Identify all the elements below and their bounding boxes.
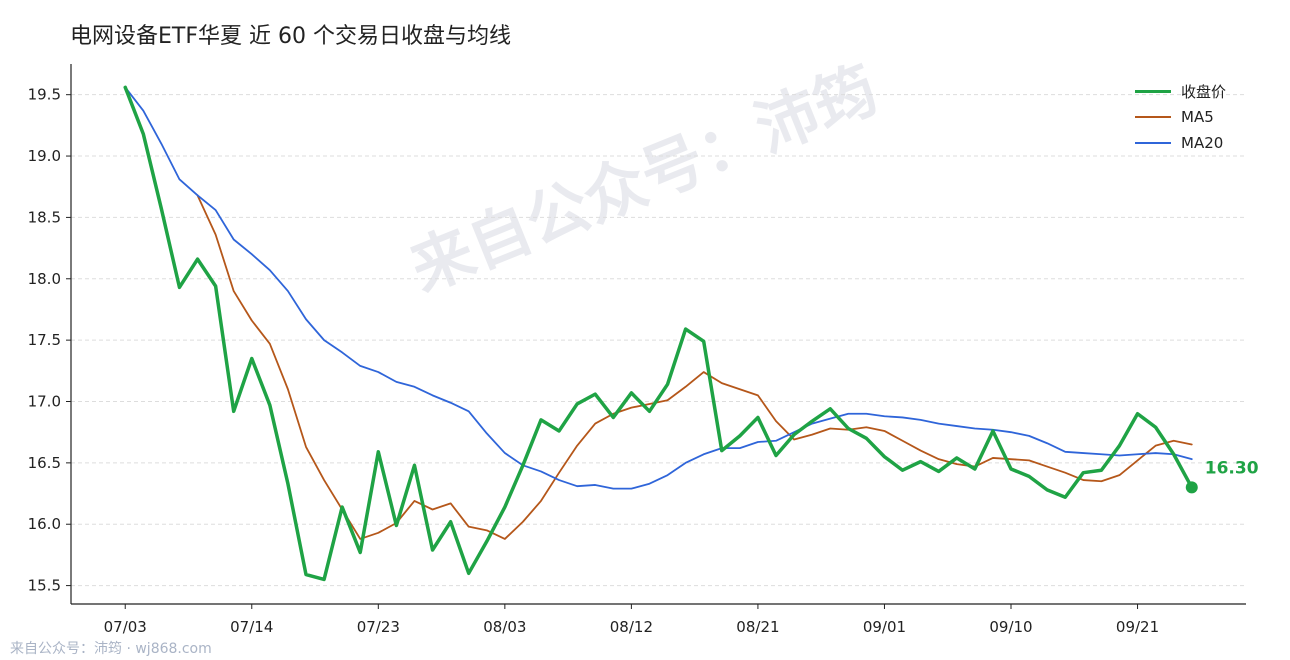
footer-credit: 来自公众号：沛筠 · wj868.com: [10, 641, 212, 657]
x-tick-label: 08/03: [483, 618, 526, 636]
x-tick-label: 07/14: [230, 618, 273, 636]
legend-swatch-close: [1135, 89, 1171, 93]
series-line-0: [123, 85, 1194, 582]
y-tick-label: 16.0: [28, 515, 61, 533]
legend-label-close: 收盘价: [1181, 82, 1227, 101]
legend-item-ma20: MA20: [1135, 130, 1226, 156]
legend-swatch-ma20: [1135, 142, 1171, 144]
x-tick-label: 08/12: [610, 618, 653, 636]
x-tick-label: 07/23: [357, 618, 400, 636]
y-tick-label: 15.5: [28, 577, 61, 595]
y-tick-label: 16.5: [28, 454, 61, 472]
legend-label-ma20: MA20: [1181, 134, 1224, 152]
series-line-2: [124, 86, 1193, 490]
series-layer: [123, 85, 1194, 582]
x-tick-label: 07/03: [104, 618, 147, 636]
legend: 收盘价 MA5 MA20: [1135, 78, 1226, 156]
y-tick-label: 18.0: [28, 270, 61, 288]
legend-item-close: 收盘价: [1135, 78, 1226, 104]
legend-item-ma5: MA5: [1135, 104, 1226, 130]
chart-title: 电网设备ETF华夏 近 60 个交易日收盘与均线: [70, 24, 511, 49]
y-tick-label: 18.5: [28, 208, 61, 226]
legend-swatch-ma5: [1135, 116, 1171, 118]
label-layer: 16.30: [1185, 458, 1259, 494]
grid-layer: [71, 94, 1246, 587]
y-tick-label: 17.5: [28, 331, 61, 349]
y-tick-label: 19.0: [28, 147, 61, 165]
x-tick-label: 09/10: [989, 618, 1032, 636]
x-tick-label: 09/21: [1116, 618, 1159, 636]
last-value-marker: [1185, 481, 1198, 494]
y-tick-label: 19.5: [28, 86, 61, 104]
last-value-label: 16.30: [1205, 458, 1259, 478]
y-tick-label: 17.0: [28, 393, 61, 411]
legend-label-ma5: MA5: [1181, 108, 1214, 126]
axis-layer: 15.5 16.0 16.5 17.0 17.5 18.0 18.5 19.0 19.5 07/0…: [28, 64, 1246, 636]
x-tick-label: 09/01: [863, 618, 906, 636]
x-tick-label: 08/21: [736, 618, 779, 636]
